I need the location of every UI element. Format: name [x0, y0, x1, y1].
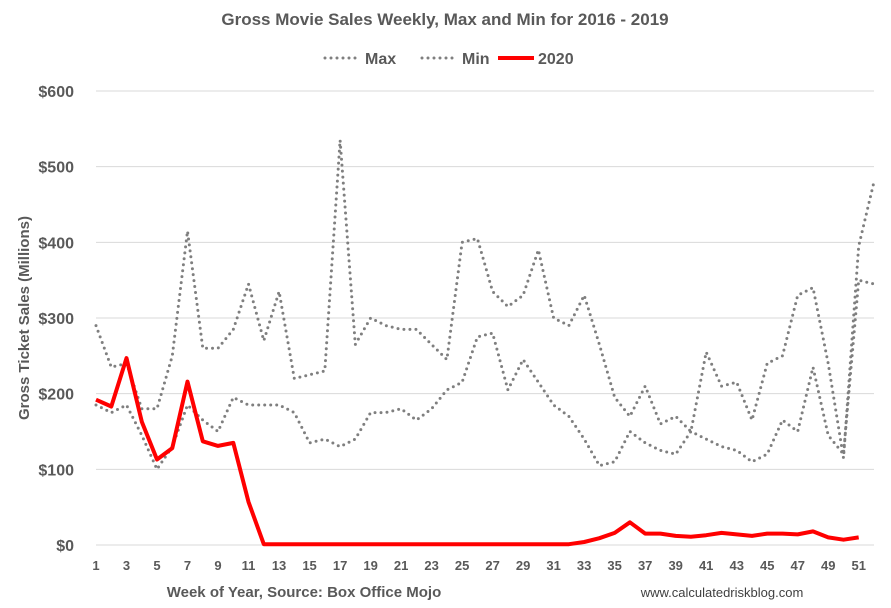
x-tick-label: 5 — [153, 558, 160, 573]
x-tick-label: 21 — [394, 558, 408, 573]
series-line-2020 — [95, 356, 859, 547]
y-axis-ticks: $0 $100 $200 $300 $400 $500 $600 — [38, 84, 74, 555]
x-tick-label: 17 — [333, 558, 347, 573]
x-tick-label: 45 — [760, 558, 774, 573]
x-axis-ticks: 1 3 5 7 9 11 13 15 17 19 21 23 25 27 29 31 33 35 37 39 41 43 4… — [92, 558, 866, 573]
x-tick-label: 3 — [123, 558, 130, 573]
x-tick-label: 31 — [546, 558, 560, 573]
x-tick-label: 19 — [363, 558, 377, 573]
x-tick-label: 27 — [485, 558, 499, 573]
series-lines — [94, 140, 876, 547]
x-tick-label: 15 — [302, 558, 316, 573]
y-tick-label: $600 — [38, 84, 74, 101]
x-tick-label: 29 — [516, 558, 530, 573]
x-tick-label: 7 — [184, 558, 191, 573]
x-tick-label: 39 — [668, 558, 682, 573]
y-tick-label: $100 — [38, 462, 74, 479]
x-tick-label: 37 — [638, 558, 652, 573]
legend-label-Max: Max — [365, 51, 396, 68]
series-line-Min — [94, 278, 876, 473]
y-tick-label: $0 — [56, 538, 74, 555]
x-tick-label: 13 — [272, 558, 286, 573]
source-note: www.calculatedriskblog.com — [640, 585, 804, 600]
x-tick-label: 1 — [92, 558, 99, 573]
x-tick-label: 23 — [424, 558, 438, 573]
chart-title: Gross Movie Sales Weekly, Max and Min fo… — [221, 10, 668, 29]
y-tick-label: $200 — [38, 387, 74, 404]
x-tick-label: 11 — [242, 558, 256, 573]
series-line-Max — [94, 140, 876, 459]
y-tick-label: $500 — [38, 160, 74, 177]
legend: Max Min 2020 — [323, 51, 574, 68]
legend-label-Min: Min — [462, 51, 490, 68]
x-tick-label: 33 — [577, 558, 591, 573]
x-tick-label: 35 — [607, 558, 621, 573]
gridlines — [96, 90, 874, 546]
x-axis-label: Week of Year, Source: Box Office Mojo — [167, 584, 442, 601]
x-tick-label: 51 — [852, 558, 866, 573]
x-tick-label: 9 — [214, 558, 221, 573]
x-tick-label: 49 — [821, 558, 835, 573]
x-tick-label: 41 — [699, 558, 713, 573]
y-axis-label: Gross Ticket Sales (Millions) — [16, 216, 33, 420]
x-tick-label: 43 — [729, 558, 743, 573]
legend-label-2020: 2020 — [538, 51, 574, 68]
y-tick-label: $300 — [38, 311, 74, 328]
x-tick-label: 25 — [455, 558, 469, 573]
y-tick-label: $400 — [38, 235, 74, 252]
x-tick-label: 47 — [790, 558, 804, 573]
